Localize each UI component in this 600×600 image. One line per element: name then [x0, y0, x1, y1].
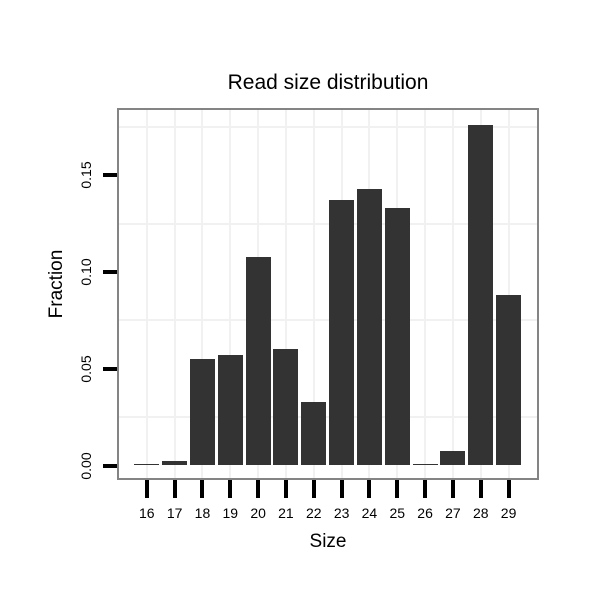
x-tick-label: 17 [166, 505, 183, 521]
x-tick [144, 480, 149, 498]
bar-27 [440, 450, 466, 466]
x-tick [478, 480, 483, 498]
bar-16 [134, 463, 160, 466]
bar-17 [162, 460, 188, 466]
gridline-horizontal-minor [119, 416, 537, 419]
x-tick [311, 480, 316, 498]
bar-25 [384, 208, 410, 466]
gridline-vertical [424, 110, 427, 478]
bar-21 [273, 349, 299, 466]
bar-28 [468, 124, 494, 466]
y-tick [103, 270, 117, 274]
gridline-horizontal-minor [119, 222, 537, 225]
x-tick [200, 480, 205, 498]
x-tick-label: 21 [278, 505, 294, 521]
gridline-vertical [507, 110, 510, 478]
y-tick-label: 0.15 [78, 161, 94, 189]
x-tick [423, 480, 428, 498]
gridline-vertical [284, 110, 287, 478]
y-tick-label: 0.10 [78, 258, 94, 286]
x-tick-label: 24 [361, 505, 378, 521]
x-tick-label: 23 [333, 505, 350, 521]
bar-23 [329, 200, 355, 466]
y-tick [103, 463, 117, 468]
x-tick-label: 29 [500, 505, 517, 521]
x-tick [395, 480, 400, 498]
x-tick [367, 480, 372, 498]
x-tick [506, 480, 511, 498]
bar-19 [217, 355, 243, 466]
bar-18 [189, 359, 215, 466]
x-tick [450, 480, 455, 498]
bar-26 [412, 463, 438, 466]
gridline-horizontal-minor [119, 319, 537, 322]
bar-22 [301, 401, 327, 466]
chart-title: Read size distribution [227, 71, 429, 94]
plot-panel [117, 108, 539, 480]
gridline-vertical [145, 110, 148, 478]
gridline-vertical [229, 110, 232, 478]
x-tick-label: 20 [250, 505, 266, 521]
x-tick [339, 480, 344, 498]
x-tick [283, 480, 288, 498]
x-tick-label: 22 [305, 505, 322, 521]
y-tick-label: 0.00 [78, 451, 94, 480]
x-tick-label: 27 [445, 505, 461, 521]
x-tick-label: 25 [389, 505, 406, 521]
x-tick-label: 28 [472, 505, 489, 521]
y-tick-label: 0.05 [78, 355, 94, 383]
bar-29 [496, 295, 522, 466]
bar-20 [245, 256, 271, 466]
gridline-horizontal-minor [119, 125, 537, 128]
y-tick [103, 173, 117, 178]
gridline-vertical [312, 110, 315, 478]
x-tick-label: 26 [417, 505, 433, 521]
gridline-vertical [201, 110, 204, 478]
gridline-vertical [451, 110, 454, 478]
y-axis-title: Fraction [46, 249, 67, 319]
bar-24 [356, 188, 382, 466]
x-axis-title: Size [309, 531, 347, 552]
x-tick-label: 18 [194, 505, 211, 521]
x-tick [228, 480, 233, 498]
y-tick [103, 366, 117, 371]
x-tick-label: 16 [139, 505, 155, 521]
gridline-vertical [173, 110, 176, 478]
x-tick [256, 480, 261, 498]
x-tick-label: 19 [222, 505, 239, 521]
x-tick [172, 480, 177, 498]
